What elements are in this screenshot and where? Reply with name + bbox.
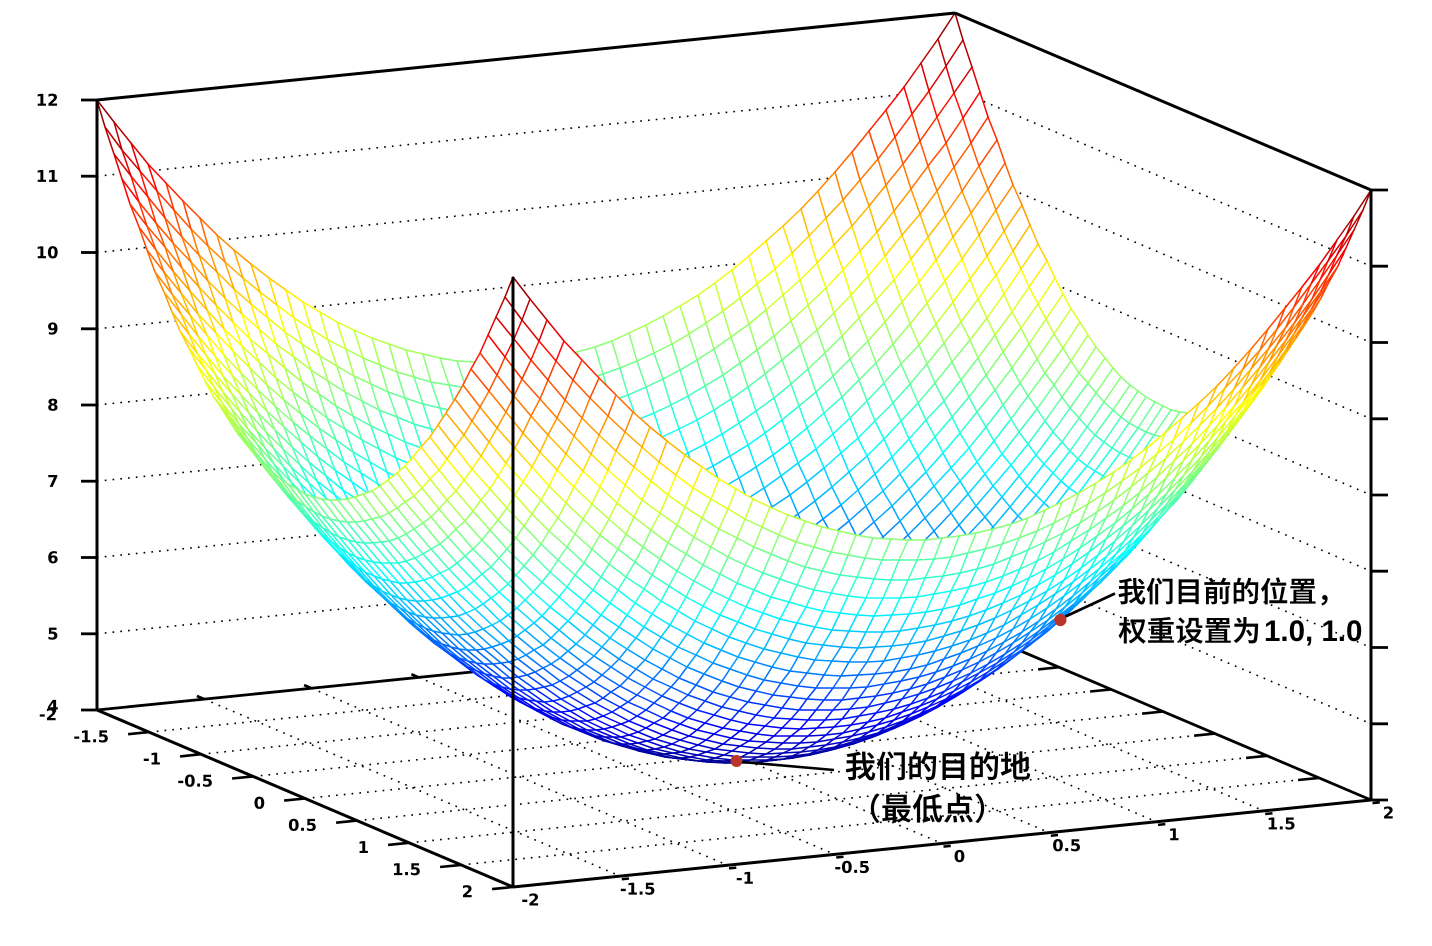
- svg-text:1.0, 1.0: 1.0, 1.0: [1264, 615, 1362, 648]
